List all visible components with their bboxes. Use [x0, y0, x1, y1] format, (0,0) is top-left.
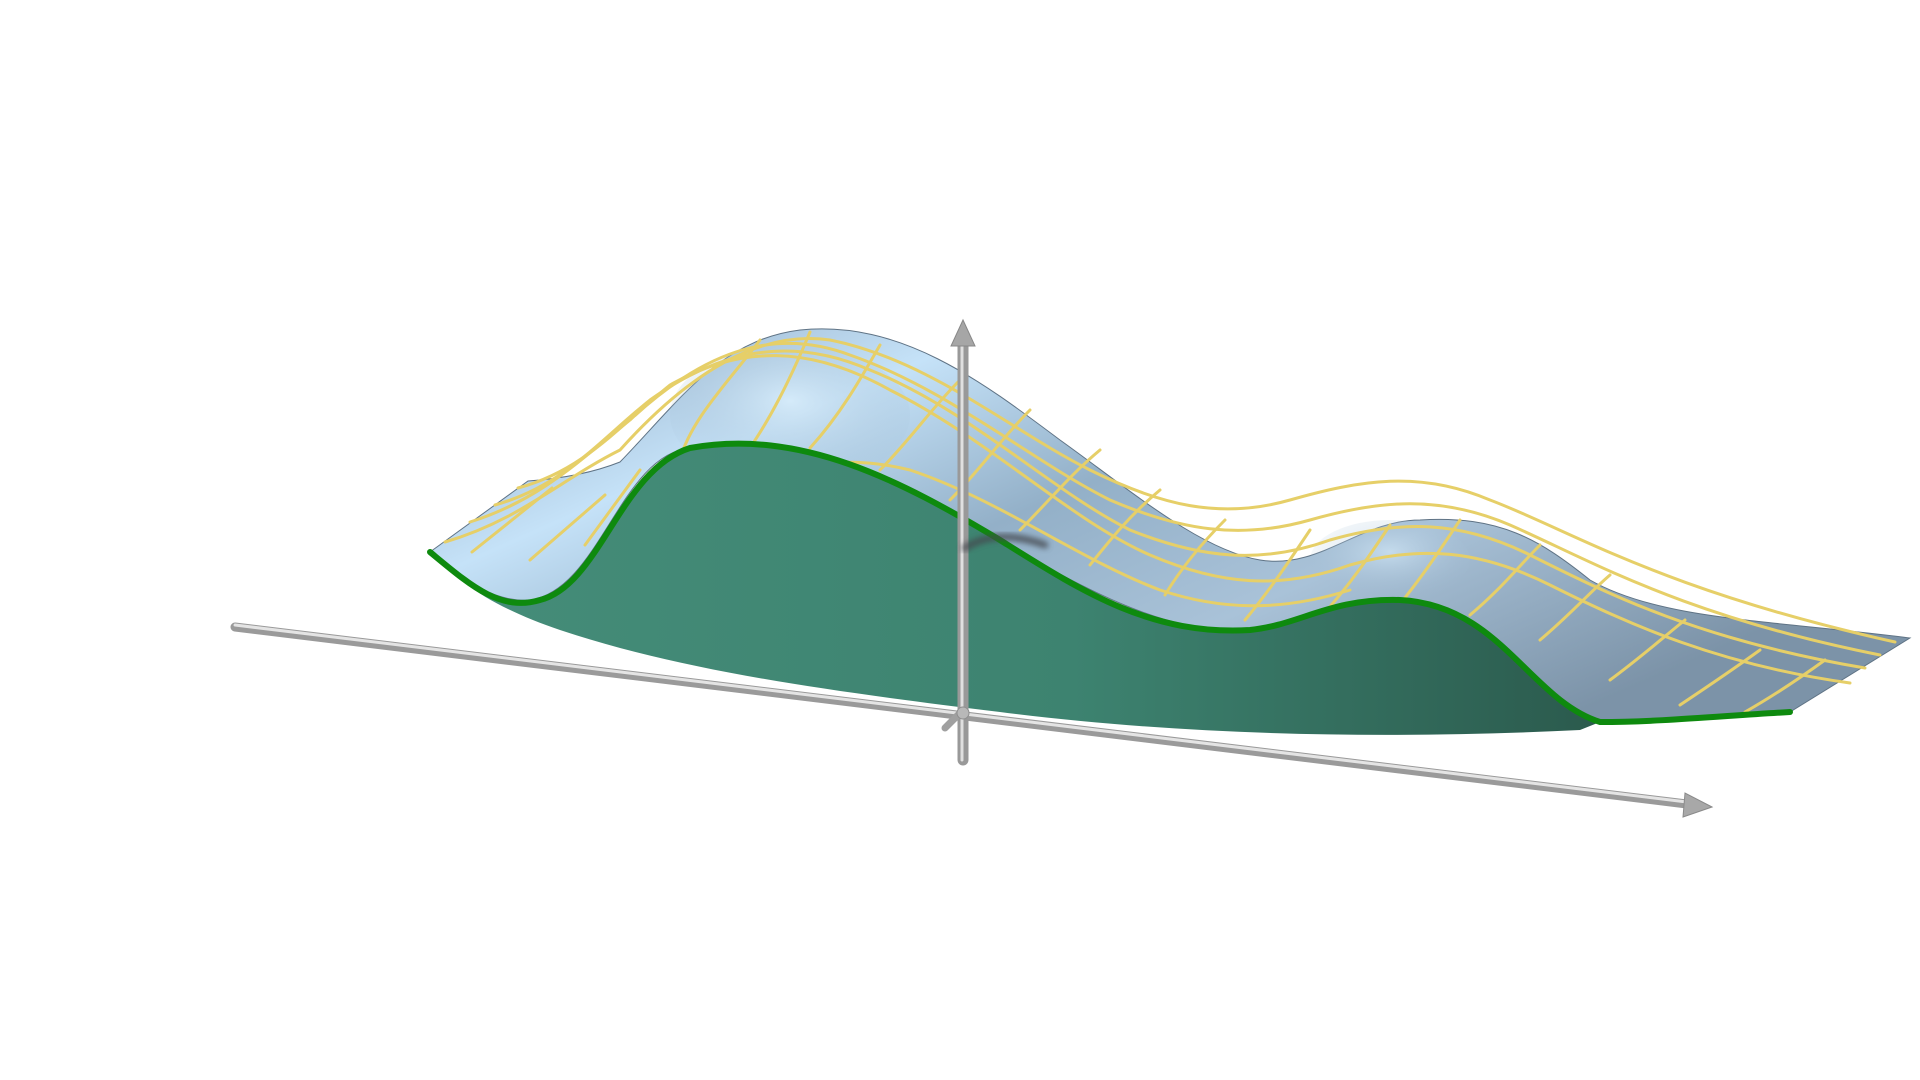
surface	[429, 328, 1912, 723]
x-axis-arrowhead	[1682, 792, 1714, 818]
origin-point	[956, 706, 970, 720]
peak2-highlight-shape	[1310, 520, 1470, 600]
z-axis-arrowhead	[950, 318, 976, 347]
boundary-curve	[427, 440, 1793, 725]
cross-section-region	[430, 443, 1600, 735]
z-axis	[950, 318, 976, 766]
